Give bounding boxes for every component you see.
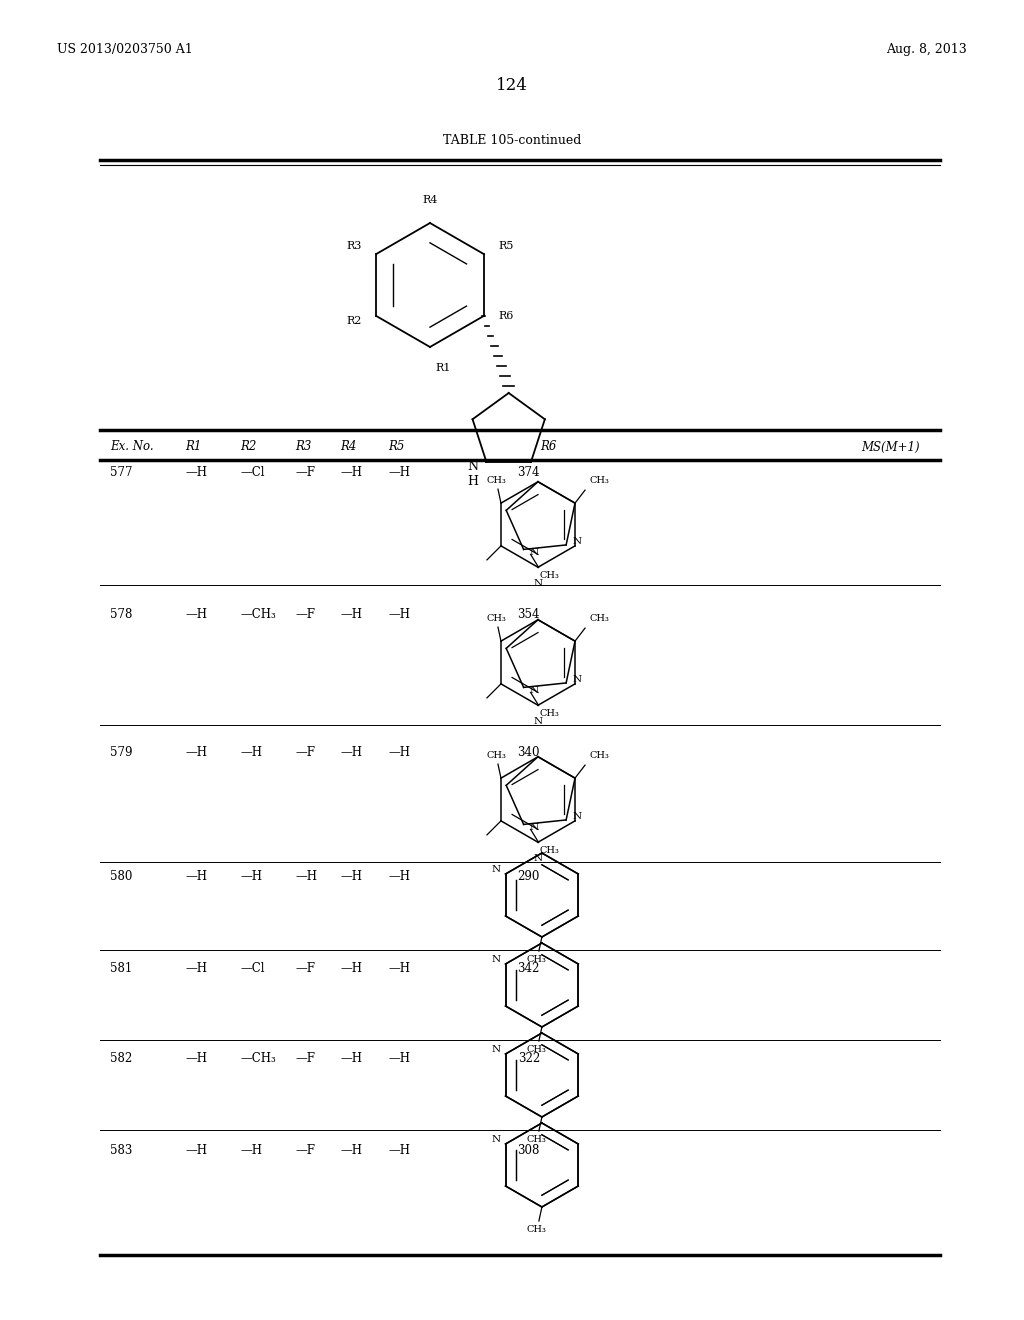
Text: 582: 582 [110, 1052, 132, 1064]
Text: —F: —F [295, 1052, 315, 1064]
Text: N: N [529, 686, 539, 694]
Text: N: N [572, 812, 582, 821]
Text: CH₃: CH₃ [540, 709, 559, 718]
Text: N: N [492, 954, 501, 964]
Text: R6: R6 [499, 312, 514, 321]
Text: N: N [529, 548, 539, 557]
Text: R2: R2 [346, 315, 361, 326]
Text: —Cl: —Cl [240, 466, 264, 479]
Text: 290: 290 [517, 870, 540, 883]
Text: —H: —H [185, 747, 207, 759]
Text: N: N [572, 537, 582, 546]
Text: TABLE 105-continued: TABLE 105-continued [442, 133, 582, 147]
Text: —H: —H [340, 466, 362, 479]
Text: CH₃: CH₃ [589, 477, 609, 486]
Text: R4: R4 [422, 195, 437, 205]
Text: —H: —H [240, 870, 262, 883]
Text: US 2013/0203750 A1: US 2013/0203750 A1 [57, 44, 193, 57]
Text: R1: R1 [185, 441, 202, 454]
Text: R3: R3 [346, 242, 361, 251]
Text: —H: —H [340, 1052, 362, 1064]
Text: 583: 583 [110, 1143, 132, 1156]
Text: CH₃: CH₃ [527, 1135, 547, 1144]
Text: 578: 578 [110, 609, 132, 622]
Text: R6: R6 [540, 441, 556, 454]
Text: —F: —F [295, 747, 315, 759]
Text: —H: —H [388, 609, 410, 622]
Text: 354: 354 [517, 609, 540, 622]
Text: —H: —H [340, 747, 362, 759]
Text: N: N [534, 854, 543, 863]
Text: N: N [534, 579, 543, 589]
Text: —H: —H [340, 961, 362, 974]
Text: CH₃: CH₃ [486, 751, 506, 760]
Text: 580: 580 [110, 870, 132, 883]
Text: —CH₃: —CH₃ [240, 1052, 275, 1064]
Text: —H: —H [295, 870, 317, 883]
Text: CH₃: CH₃ [589, 751, 609, 760]
Text: —H: —H [340, 870, 362, 883]
Text: —H: —H [185, 1143, 207, 1156]
Text: —H: —H [388, 1143, 410, 1156]
Text: —H: —H [388, 466, 410, 479]
Text: —CH₃: —CH₃ [240, 609, 275, 622]
Text: —H: —H [240, 1143, 262, 1156]
Text: H: H [467, 475, 478, 488]
Text: N: N [492, 1044, 501, 1053]
Text: R4: R4 [340, 441, 356, 454]
Text: R2: R2 [240, 441, 256, 454]
Text: N: N [467, 461, 478, 474]
Text: CH₃: CH₃ [527, 1045, 547, 1053]
Text: —Cl: —Cl [240, 961, 264, 974]
Text: —H: —H [240, 747, 262, 759]
Text: N: N [529, 822, 539, 832]
Text: N: N [492, 865, 501, 874]
Text: —F: —F [295, 1143, 315, 1156]
Text: CH₃: CH₃ [540, 572, 559, 581]
Text: 577: 577 [110, 466, 132, 479]
Text: 124: 124 [496, 77, 528, 94]
Text: 374: 374 [517, 466, 540, 479]
Text: N: N [534, 717, 543, 726]
Text: 340: 340 [517, 747, 540, 759]
Text: 322: 322 [518, 1052, 540, 1064]
Text: —H: —H [340, 609, 362, 622]
Text: CH₃: CH₃ [527, 954, 547, 964]
Text: N: N [572, 676, 582, 685]
Text: R3: R3 [295, 441, 311, 454]
Text: —F: —F [295, 961, 315, 974]
Text: CH₃: CH₃ [540, 846, 559, 855]
Text: CH₃: CH₃ [486, 477, 506, 486]
Text: —F: —F [295, 609, 315, 622]
Text: N: N [492, 1134, 501, 1143]
Text: —H: —H [185, 1052, 207, 1064]
Text: 342: 342 [517, 961, 540, 974]
Text: —H: —H [185, 870, 207, 883]
Text: MS(M+1): MS(M+1) [861, 441, 920, 454]
Text: —F: —F [295, 466, 315, 479]
Text: —H: —H [388, 870, 410, 883]
Text: CH₃: CH₃ [486, 614, 506, 623]
Text: —H: —H [388, 1052, 410, 1064]
Text: R5: R5 [499, 242, 514, 251]
Text: Aug. 8, 2013: Aug. 8, 2013 [886, 44, 967, 57]
Text: 308: 308 [517, 1143, 540, 1156]
Text: —H: —H [185, 961, 207, 974]
Text: —H: —H [388, 747, 410, 759]
Text: —H: —H [185, 609, 207, 622]
Text: CH₃: CH₃ [589, 614, 609, 623]
Text: R1: R1 [435, 363, 451, 374]
Text: 581: 581 [110, 961, 132, 974]
Text: —H: —H [388, 961, 410, 974]
Text: Ex. No.: Ex. No. [110, 441, 154, 454]
Text: CH₃: CH₃ [527, 1225, 547, 1234]
Text: —H: —H [340, 1143, 362, 1156]
Text: R5: R5 [388, 441, 404, 454]
Text: 579: 579 [110, 747, 132, 759]
Text: —H: —H [185, 466, 207, 479]
